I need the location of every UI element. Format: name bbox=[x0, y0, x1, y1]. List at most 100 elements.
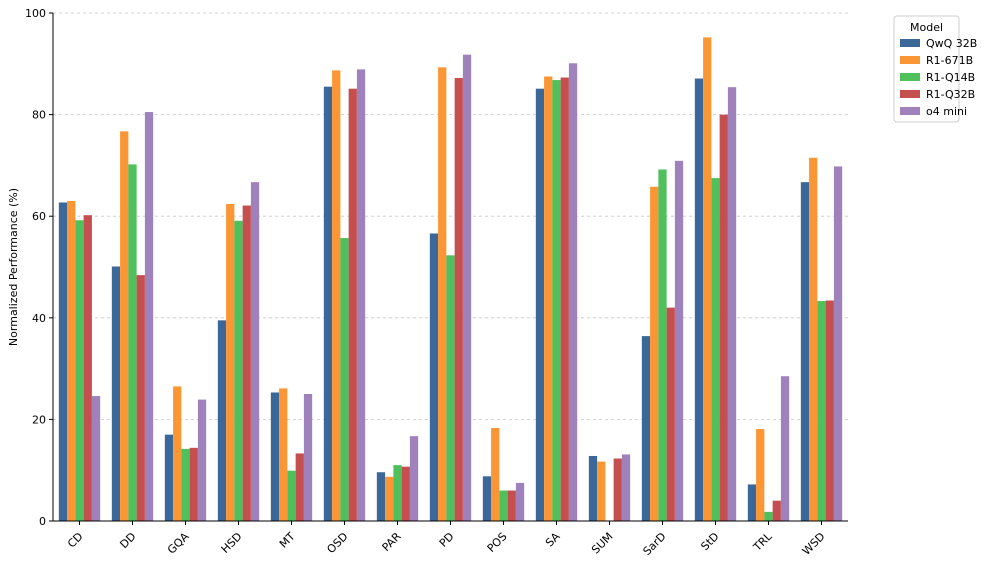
y-tick-label: 0 bbox=[39, 515, 46, 528]
bar-par-r1-671b bbox=[385, 476, 394, 521]
bar-sa-r1-q14b bbox=[552, 80, 561, 521]
bar-sa-o4-mini bbox=[568, 63, 578, 522]
bar-sa-r1-671b bbox=[544, 76, 553, 521]
bar-wsd-o4-mini bbox=[833, 166, 843, 521]
bar-hsd-r1-q14b bbox=[234, 220, 243, 521]
bar-par-r1-q14b bbox=[393, 465, 402, 521]
bar-sard-r1-q32b bbox=[666, 307, 675, 521]
legend-label-qwq-32b: QwQ 32B bbox=[926, 37, 977, 50]
y-axis-title: Normalized Performance (%) bbox=[7, 188, 20, 346]
bar-pos-r1-q32b bbox=[507, 490, 516, 521]
bar-trl-qwq-32b bbox=[747, 484, 757, 521]
legend-label-r1-671b: R1-671B bbox=[926, 54, 973, 67]
legend-swatch-r1-671b bbox=[900, 56, 920, 64]
bar-pd-r1-q14b bbox=[446, 255, 455, 522]
bar-sard-r1-q14b bbox=[658, 169, 667, 522]
bar-dd-r1-q14b bbox=[128, 164, 137, 521]
bar-dd-r1-671b bbox=[120, 131, 129, 521]
legend-title: Model bbox=[910, 21, 943, 34]
legend-swatch-r1-q14b bbox=[900, 73, 920, 81]
bar-std-r1-q14b bbox=[711, 178, 720, 521]
x-tick-label-trl: TRL bbox=[750, 529, 775, 554]
x-axis-ticks: CD DD GQA HSD MT OSD PAR PD POS SA SUM SarD StD TRL WS… bbox=[65, 521, 828, 558]
bar-gqa-r1-671b bbox=[173, 386, 182, 521]
bar-gqa-r1-q14b bbox=[181, 448, 190, 521]
y-tick-label: 100 bbox=[25, 7, 46, 20]
legend-swatch-o4-mini bbox=[900, 107, 920, 115]
bar-trl-r1-671b bbox=[756, 429, 765, 521]
bar-mt-r1-q32b bbox=[295, 453, 304, 521]
bar-mt-o4-mini bbox=[303, 394, 313, 521]
x-tick-label-hsd: HSD bbox=[219, 530, 245, 556]
bar-mt-r1-671b bbox=[279, 388, 288, 521]
bar-sum-r1-q32b bbox=[613, 458, 622, 521]
x-tick-label-sard: SarD bbox=[641, 530, 669, 558]
x-tick-label-sum: SUM bbox=[589, 530, 616, 557]
x-tick-label-pos: POS bbox=[485, 530, 510, 555]
bar-sum-r1-671b bbox=[597, 461, 606, 521]
bar-pd-o4-mini bbox=[462, 54, 472, 521]
bar-osd-r1-q32b bbox=[348, 88, 357, 521]
bar-wsd-r1-q32b bbox=[825, 300, 834, 521]
bar-std-r1-671b bbox=[703, 37, 712, 521]
bar-sum-qwq-32b bbox=[588, 455, 598, 521]
bar-sa-r1-q32b bbox=[560, 77, 569, 522]
bar-dd-qwq-32b bbox=[111, 266, 121, 521]
legend-label-o4-mini: o4 mini bbox=[926, 105, 967, 118]
bar-trl-r1-q14b bbox=[764, 511, 773, 521]
bar-sum-o4-mini bbox=[621, 454, 631, 521]
bar-wsd-r1-671b bbox=[809, 157, 818, 521]
bar-dd-r1-q32b bbox=[136, 275, 145, 521]
bar-hsd-r1-671b bbox=[226, 204, 235, 521]
bar-cd-r1-q14b bbox=[75, 220, 84, 522]
bar-hsd-o4-mini bbox=[250, 182, 260, 521]
bar-hsd-qwq-32b bbox=[217, 320, 227, 521]
x-tick-label-pd: PD bbox=[437, 530, 457, 550]
x-tick-label-par: PAR bbox=[380, 530, 404, 554]
legend: Model QwQ 32B R1-671B R1-Q14B R1-Q32B o4 mini bbox=[893, 15, 977, 123]
y-axis-ticks: 0 20 40 60 80 100 bbox=[25, 7, 53, 528]
bar-par-r1-q32b bbox=[401, 466, 410, 521]
bar-sard-r1-671b bbox=[650, 186, 659, 521]
x-tick-label-wsd: WSD bbox=[800, 530, 828, 558]
bar-gqa-r1-q32b bbox=[189, 447, 198, 521]
bar-std-r1-q32b bbox=[719, 114, 728, 521]
x-tick-label-gqa: GQA bbox=[165, 530, 192, 557]
bar-hsd-r1-q32b bbox=[242, 205, 251, 522]
bar-pos-qwq-32b bbox=[482, 476, 492, 521]
bar-trl-o4-mini bbox=[780, 376, 790, 521]
y-tick-label: 60 bbox=[32, 210, 46, 223]
bar-pd-r1-q32b bbox=[454, 78, 463, 522]
x-tick-label-mt: MT bbox=[277, 530, 298, 551]
bar-trl-r1-q32b bbox=[772, 500, 781, 521]
bar-par-o4-mini bbox=[409, 436, 419, 521]
y-tick-label: 80 bbox=[32, 109, 46, 122]
bar-cd-r1-671b bbox=[67, 200, 76, 521]
x-tick-label-osd: OSD bbox=[324, 530, 350, 556]
bar-sard-o4-mini bbox=[674, 160, 684, 521]
bar-sard-qwq-32b bbox=[641, 336, 651, 521]
bar-gqa-o4-mini bbox=[197, 399, 207, 521]
bar-osd-o4-mini bbox=[356, 69, 366, 521]
x-tick-label-cd: CD bbox=[65, 530, 86, 551]
x-tick-label-dd: DD bbox=[117, 530, 138, 551]
bars bbox=[58, 37, 843, 522]
legend-swatch-r1-q32b bbox=[900, 90, 920, 98]
bar-pos-r1-671b bbox=[491, 428, 500, 521]
y-tick-label: 20 bbox=[32, 413, 46, 426]
bar-cd-qwq-32b bbox=[58, 202, 68, 521]
bar-par-qwq-32b bbox=[376, 472, 386, 521]
bar-dd-o4-mini bbox=[144, 112, 154, 521]
bar-cd-r1-q32b bbox=[83, 215, 92, 521]
bar-mt-r1-q14b bbox=[287, 470, 296, 521]
bar-cd-o4-mini bbox=[91, 396, 101, 521]
y-tick-label: 40 bbox=[32, 312, 46, 325]
legend-label-r1-q32b: R1-Q32B bbox=[926, 88, 975, 101]
legend-label-r1-q14b: R1-Q14B bbox=[926, 71, 975, 84]
bar-pos-r1-q14b bbox=[499, 490, 508, 521]
bar-osd-r1-q14b bbox=[340, 238, 349, 521]
bar-sa-qwq-32b bbox=[535, 88, 545, 521]
x-tick-label-sa: SA bbox=[543, 530, 563, 550]
bar-mt-qwq-32b bbox=[270, 392, 280, 521]
